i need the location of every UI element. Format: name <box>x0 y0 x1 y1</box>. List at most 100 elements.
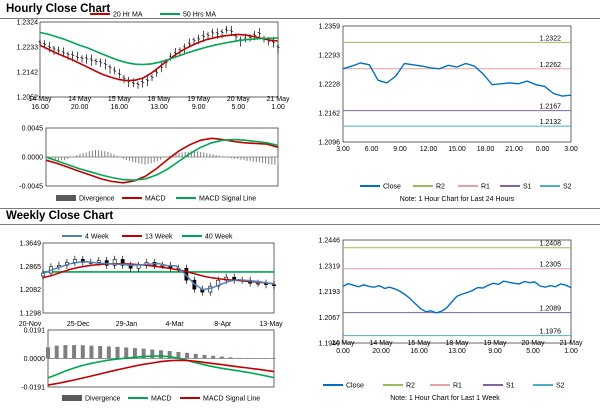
weekly-price-ytick-label: 1.2865 <box>20 264 42 271</box>
weekly-price-xtick-label: 20-Nov <box>19 321 42 328</box>
weekly-price-xtick-label: 25-Dec <box>67 321 90 328</box>
divergence-bar <box>67 157 69 159</box>
divergence-bar <box>176 351 181 359</box>
hourly-close-legend-label: Close <box>383 184 401 191</box>
hourly-close-ytick-label: 1.2096 <box>319 140 341 147</box>
hourly-close-plot-area <box>342 25 572 143</box>
divergence-bar <box>200 151 202 157</box>
divergence-bar <box>268 157 270 165</box>
divergence-bar <box>89 345 94 359</box>
weekly-macd-ytick-label: 0.0000 <box>24 356 46 363</box>
weekly-close-xtick-label: 13.00 <box>448 348 466 355</box>
divergence-bar <box>104 151 106 157</box>
candle-body <box>112 259 117 266</box>
weekly-price-ytick-label: 1.3649 <box>20 241 42 248</box>
weekly-close-legend-label: S2 <box>556 383 565 390</box>
divergence-bar <box>271 157 273 165</box>
hourly-close-legend-label: R2 <box>436 184 445 191</box>
weekly-close-ytick-label: 1.1940 <box>319 341 341 348</box>
weekly-price-legend-label: 13 Week <box>145 234 173 241</box>
divergence-bar <box>211 355 216 359</box>
weekly-macd-ytick-label: 0.0191 <box>24 328 46 335</box>
divergence-bar <box>215 155 217 157</box>
weekly-close-note: Note: 1 Hour Chart for Last 1 Week <box>390 395 500 402</box>
divergence-bar <box>101 150 103 157</box>
hourly-price-xtick-label: 21 May <box>267 96 290 103</box>
hourly-price-xtick-label: 9.00 <box>192 104 206 111</box>
hourly-macd-chart: 0.0045 0.0000 -0.0045 Divergence MACD MACD Si… <box>19 126 279 203</box>
candle-body <box>72 259 77 263</box>
hourly-close-note: Note: 1 Hour Chart for Last 24 Hours <box>400 196 515 203</box>
divergence-bar <box>254 358 259 359</box>
weekly-title-rule <box>0 224 600 225</box>
level-label-r2: 1.2322 <box>540 35 562 42</box>
series-close <box>342 62 572 97</box>
weekly-close-xtick-label: 19 May <box>484 340 507 347</box>
weekly-close-xtick-label: 1.00 <box>564 348 578 355</box>
series-macd-signal-line <box>45 138 279 182</box>
divergence-bar <box>70 157 72 158</box>
candle-body <box>96 260 101 263</box>
hourly-close-xtick-label: 3.00 <box>564 146 578 153</box>
divergence-bar <box>132 348 137 359</box>
hourly-price-xtick-label: 18 May <box>148 96 171 103</box>
hourly-close-legend-label: R1 <box>481 184 490 191</box>
divergence-bar <box>197 151 199 157</box>
weekly-close-ytick-label: 1.2446 <box>319 238 341 245</box>
weekly-price-xtick-label: 8-Apr <box>214 321 232 328</box>
divergence-bar <box>274 157 276 165</box>
hourly-price-xtick-label: 14 May <box>68 96 91 103</box>
hourly-close-xtick-label: 9.00 <box>393 146 407 153</box>
hourly-price-legend-label: 50 Hrs MA <box>183 12 216 19</box>
candle-body <box>256 282 260 285</box>
weekly-macd-legend-label: MACD Signal Line <box>203 396 260 403</box>
weekly-macd-legend-swatch <box>62 395 82 401</box>
divergence-bar <box>54 157 56 161</box>
candle-body <box>160 265 165 267</box>
weekly-macd-chart: 0.0191 0.0000 -0.0191 Divergence MACD MACD Si… <box>21 328 276 403</box>
divergence-bar <box>91 150 93 157</box>
section-divider <box>0 208 600 209</box>
divergence-bar <box>224 157 226 158</box>
divergence-bar <box>263 358 268 359</box>
divergence-bar <box>80 345 85 359</box>
divergence-bar <box>115 346 120 359</box>
divergence-bar <box>73 156 75 157</box>
divergence-bar <box>88 151 90 157</box>
divergence-bar <box>166 156 168 157</box>
divergence-bar <box>144 157 146 165</box>
weekly-close-xtick-label: 20.00 <box>372 348 390 355</box>
divergence-bar <box>193 151 195 157</box>
series-close <box>342 280 572 314</box>
divergence-bar <box>237 357 242 359</box>
divergence-bar <box>167 351 172 359</box>
divergence-bar <box>209 153 211 157</box>
divergence-bar <box>153 157 155 163</box>
level-label-r2: 1.2408 <box>540 241 562 248</box>
divergence-bar <box>138 157 140 164</box>
divergence-bar <box>206 153 208 157</box>
hourly-macd-ytick-label: -0.0045 <box>19 184 43 191</box>
weekly-price-ytick-label: 1.2082 <box>20 287 42 294</box>
level-label-s2: 1.1976 <box>540 329 562 336</box>
divergence-bar <box>156 157 158 161</box>
weekly-close-xtick-label: 16.00 <box>410 348 428 355</box>
divergence-bar <box>159 350 163 359</box>
series-macd <box>47 355 275 379</box>
divergence-bar <box>85 152 87 157</box>
hourly-price-plot-area <box>39 21 279 98</box>
hourly-close-xtick-label: 3.00 <box>336 146 350 153</box>
hourly-macd-legend-label: MACD Signal Line <box>199 196 256 203</box>
hourly-close-xtick-label: 15.00 <box>448 146 466 153</box>
weekly-price-legend-label: 4 Week <box>85 234 109 241</box>
divergence-bar <box>258 157 260 163</box>
weekly-close-xtick-label: 18 May <box>446 340 469 347</box>
divergence-bar <box>119 157 121 158</box>
divergence-bar <box>240 157 242 160</box>
hourly-macd-ytick-label: 0.0000 <box>22 155 44 162</box>
divergence-bar <box>255 157 257 163</box>
divergence-bar <box>106 346 111 359</box>
weekly-price-chart: 1.3649 1.2865 1.2082 1.1298 20-Nov 25-Dec 29-J… <box>19 234 283 329</box>
weekly-price-xtick-label: 29-Jan <box>116 321 138 328</box>
